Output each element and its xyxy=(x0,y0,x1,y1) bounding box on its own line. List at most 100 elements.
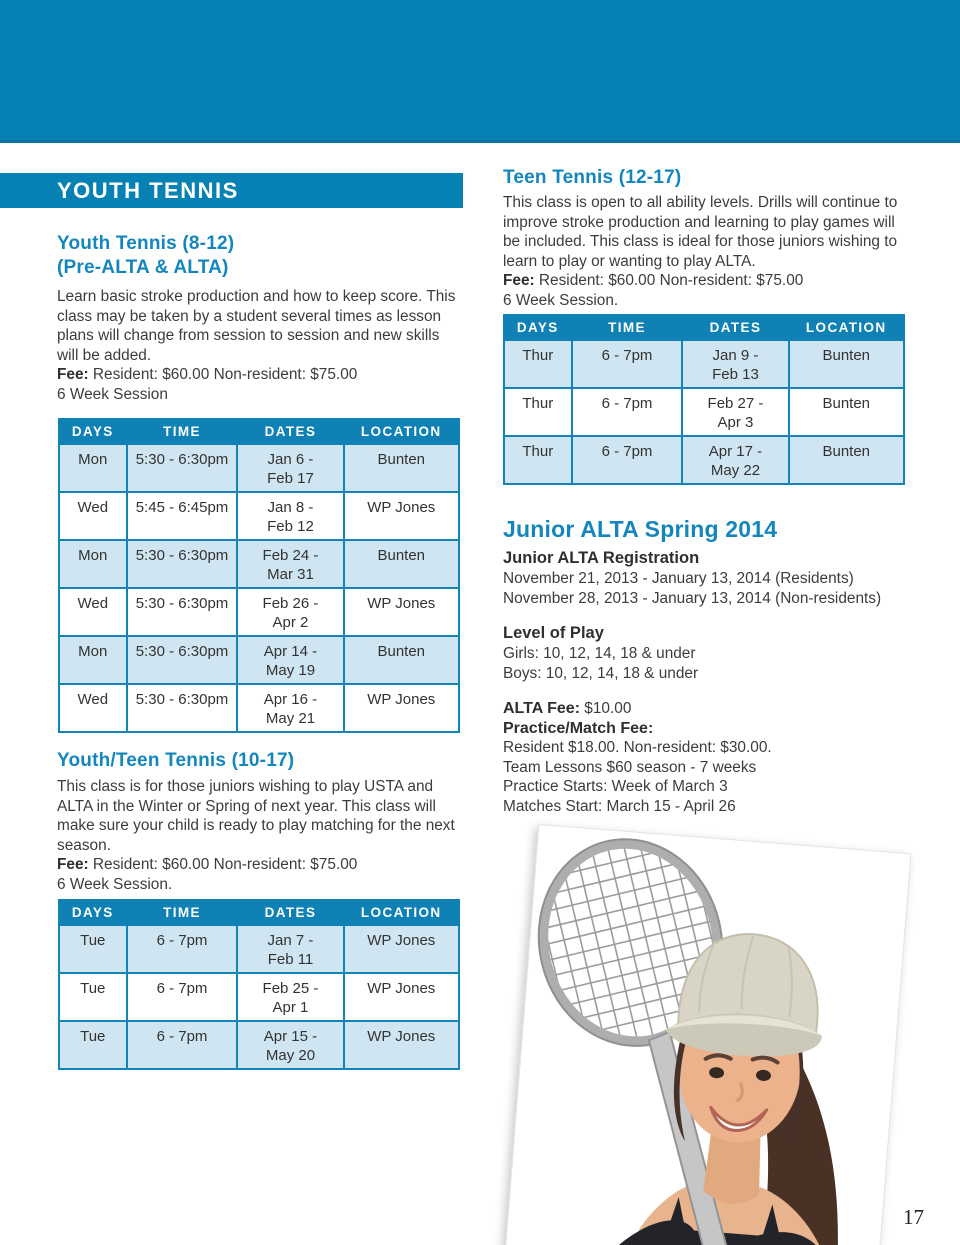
table-cell: WP Jones xyxy=(342,491,460,541)
teen-tennis-description: This class is open to all ability levels… xyxy=(503,194,898,270)
table-row: Thur 6 - 7pm Jan 9 - Feb 13 Bunten xyxy=(503,339,905,389)
table-cell: 5:30 - 6:30pm xyxy=(125,683,239,733)
table-row: Thur 6 - 7pm Apr 17 - May 22 Bunten xyxy=(503,435,905,485)
table-cell: Tue xyxy=(58,972,128,1022)
top-banner xyxy=(0,0,960,143)
table-header-cell: DATES xyxy=(236,899,345,926)
table-header-cell: LOCATION xyxy=(342,418,460,445)
table-cell: WP Jones xyxy=(342,587,460,637)
table-header-cell: DAYS xyxy=(503,314,573,341)
junior-alta-registration-block: Junior ALTA Registration November 21, 20… xyxy=(503,548,923,608)
table-cell: Feb 27 - Apr 3 xyxy=(681,387,790,437)
practice-line-starts: Practice Starts: Week of March 3 xyxy=(503,778,728,795)
table-cell: 6 - 7pm xyxy=(125,972,239,1022)
table-cell: Thur xyxy=(503,387,573,437)
table-cell: 5:30 - 6:30pm xyxy=(125,443,239,493)
fee-value: Resident: $60.00 Non-resident: $75.00 xyxy=(88,856,358,873)
table-cell: Bunten xyxy=(787,435,905,485)
table-cell: Feb 26 - Apr 2 xyxy=(236,587,345,637)
alta-fee-label: ALTA Fee: xyxy=(503,700,581,717)
youth-teen-heading: Youth/Teen Tennis (10-17) xyxy=(57,749,463,773)
practice-line-resident: Resident $18.00. Non-resident: $30.00. xyxy=(503,739,772,756)
section-banner-title: YOUTH TENNIS xyxy=(57,178,239,203)
table-header-cell: LOCATION xyxy=(342,899,460,926)
table-cell: Bunten xyxy=(342,635,460,685)
table-header-cell: TIME xyxy=(125,899,239,926)
fee-label: Fee: xyxy=(503,272,535,289)
table-header-cell: DAYS xyxy=(58,418,128,445)
table-row: Mon 5:30 - 6:30pm Jan 6 - Feb 17 Bunten xyxy=(58,443,460,493)
table-cell: 5:30 - 6:30pm xyxy=(125,587,239,637)
registration-line-nonresidents: November 28, 2013 - January 13, 2014 (No… xyxy=(503,589,882,607)
table-header-cell: LOCATION xyxy=(787,314,905,341)
table-cell: 6 - 7pm xyxy=(125,1020,239,1070)
practice-line-team-lessons: Team Lessons $60 season - 7 weeks xyxy=(503,758,757,776)
table-row: Tue 6 - 7pm Feb 25 - Apr 1 WP Jones xyxy=(58,972,460,1022)
alta-fee-line: ALTA Fee: $10.00 xyxy=(503,699,923,719)
teen-tennis-fee-line: Fee: Resident: $60.00 Non-resident: $75.… xyxy=(503,271,911,291)
alta-fees-block: ALTA Fee: $10.00 Practice/Match Fee: Res… xyxy=(503,699,923,816)
table-row: Wed 5:30 - 6:30pm Apr 16 - May 21 WP Jones xyxy=(58,683,460,733)
table-cell: Tue xyxy=(58,1020,128,1070)
youth-tennis-session: 6 Week Session xyxy=(57,385,168,403)
teen-tennis-session: 6 Week Session. xyxy=(503,291,619,309)
level-line-girls: Girls: 10, 12, 14, 18 & under xyxy=(503,645,696,662)
table-cell: 6 - 7pm xyxy=(570,387,684,437)
youth-teen-description: This class is for those juniors wishing … xyxy=(57,778,455,854)
table-cell: Apr 15 - May 20 xyxy=(236,1020,345,1070)
table-cell: Mon xyxy=(58,635,128,685)
table-row: Wed 5:45 - 6:45pm Jan 8 - Feb 12 WP Jones xyxy=(58,491,460,541)
table-header-cell: DATES xyxy=(681,314,790,341)
level-line-boys: Boys: 10, 12, 14, 18 & under xyxy=(503,664,699,682)
photo-tennis-girl xyxy=(504,823,912,1245)
table-row: Tue 6 - 7pm Jan 7 - Feb 11 WP Jones xyxy=(58,924,460,974)
section-banner-youth-tennis: YOUTH TENNIS xyxy=(0,173,463,208)
table-cell: 6 - 7pm xyxy=(125,924,239,974)
table-header-cell: DAYS xyxy=(58,899,128,926)
table-header-row: DAYS TIME DATES LOCATION xyxy=(58,899,460,926)
junior-alta-heading: Junior ALTA Spring 2014 xyxy=(503,515,923,543)
table-row: Wed 5:30 - 6:30pm Feb 26 - Apr 2 WP Jones xyxy=(58,587,460,637)
table-cell: WP Jones xyxy=(342,683,460,733)
page-number: 17 xyxy=(903,1205,924,1229)
table-cell: 6 - 7pm xyxy=(570,339,684,389)
youth-teen-title: Youth/Teen Tennis (10-17) xyxy=(57,750,295,771)
table-cell: Jan 7 - Feb 11 xyxy=(236,924,345,974)
youth-tennis-heading: Youth Tennis (8-12) (Pre-ALTA & ALTA) xyxy=(57,232,463,280)
table-cell: Feb 24 - Mar 31 xyxy=(236,539,345,589)
alta-fee-value: $10.00 xyxy=(580,700,632,717)
practice-line-matches: Matches Start: March 15 - April 26 xyxy=(503,797,736,815)
table-cell: Tue xyxy=(58,924,128,974)
teen-tennis-textblock: This class is open to all ability levels… xyxy=(503,193,911,310)
table-cell: Mon xyxy=(58,443,128,493)
level-heading: Level of Play xyxy=(503,624,604,642)
table-cell: Feb 25 - Apr 1 xyxy=(236,972,345,1022)
table-cell: Apr 16 - May 21 xyxy=(236,683,345,733)
table-cell: 6 - 7pm xyxy=(570,435,684,485)
fee-value: Resident: $60.00 Non-resident: $75.00 xyxy=(88,366,358,383)
table-row: Tue 6 - 7pm Apr 15 - May 20 WP Jones xyxy=(58,1020,460,1070)
table-header-cell: DATES xyxy=(236,418,345,445)
tennis-girl-illustration xyxy=(505,825,911,1245)
youth-teen-fee-line: Fee: Resident: $60.00 Non-resident: $75.… xyxy=(57,855,465,875)
practice-fee-label: Practice/Match Fee: xyxy=(503,719,654,737)
table-row: Mon 5:30 - 6:30pm Apr 14 - May 19 Bunten xyxy=(58,635,460,685)
youth-tennis-title-line1: Youth Tennis (8-12) xyxy=(57,233,235,254)
table-cell: Apr 14 - May 19 xyxy=(236,635,345,685)
youth-teen-schedule-table: DAYS TIME DATES LOCATION Tue 6 - 7pm Jan 7 - F… xyxy=(58,899,460,1070)
youth-tennis-schedule-table: DAYS TIME DATES LOCATION Mon 5:30 - 6:30pm Jan… xyxy=(58,418,460,733)
table-header-cell: TIME xyxy=(125,418,239,445)
youth-tennis-textblock: Learn basic stroke production and how to… xyxy=(57,287,465,404)
youth-tennis-title-line2: (Pre-ALTA & ALTA) xyxy=(57,257,229,278)
teen-tennis-title: Teen Tennis (12-17) xyxy=(503,167,682,188)
table-cell: WP Jones xyxy=(342,924,460,974)
fee-label: Fee: xyxy=(57,856,89,873)
youth-tennis-description: Learn basic stroke production and how to… xyxy=(57,288,456,364)
table-cell: Jan 9 - Feb 13 xyxy=(681,339,790,389)
youth-teen-session: 6 Week Session. xyxy=(57,875,173,893)
table-cell: WP Jones xyxy=(342,972,460,1022)
fee-value: Resident: $60.00 Non-resident: $75.00 xyxy=(534,272,804,289)
table-cell: 5:30 - 6:30pm xyxy=(125,539,239,589)
teen-tennis-schedule-table: DAYS TIME DATES LOCATION Thur 6 - 7pm Jan 9 - … xyxy=(503,314,905,485)
